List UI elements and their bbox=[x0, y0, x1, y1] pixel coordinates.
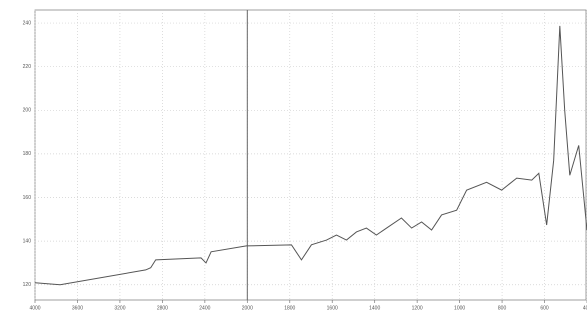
x-tick-label: 400 bbox=[583, 305, 587, 311]
plot-frame bbox=[34, 9, 587, 301]
x-tick-label: 3200 bbox=[114, 305, 125, 311]
x-tick-label: 2400 bbox=[199, 305, 210, 311]
x-tick-label: 1800 bbox=[284, 305, 295, 311]
x-tick-label: 2800 bbox=[157, 305, 168, 311]
spectrum-line bbox=[34, 25, 587, 286]
y-tick-label: 180 bbox=[23, 151, 32, 157]
y-tick-label: 160 bbox=[23, 195, 32, 201]
y-tick-label: 200 bbox=[23, 108, 32, 114]
y-tick-label: 240 bbox=[23, 20, 32, 26]
x-tick-label: 1600 bbox=[327, 305, 338, 311]
x-tick-label: 800 bbox=[498, 305, 507, 311]
x-tick-label: 1000 bbox=[454, 305, 465, 311]
x-tick-label: 3600 bbox=[72, 305, 83, 311]
y-tick-label: 220 bbox=[23, 64, 32, 70]
x-tick-label: 2000 bbox=[242, 305, 253, 311]
x-tick-label: 1400 bbox=[369, 305, 380, 311]
x-tick-label: 4000 bbox=[29, 305, 40, 311]
y-tick-label: 120 bbox=[23, 282, 32, 288]
y-tick-label: 140 bbox=[23, 238, 32, 244]
x-tick-label: 1200 bbox=[412, 305, 423, 311]
x-tick-label: 600 bbox=[540, 305, 549, 311]
